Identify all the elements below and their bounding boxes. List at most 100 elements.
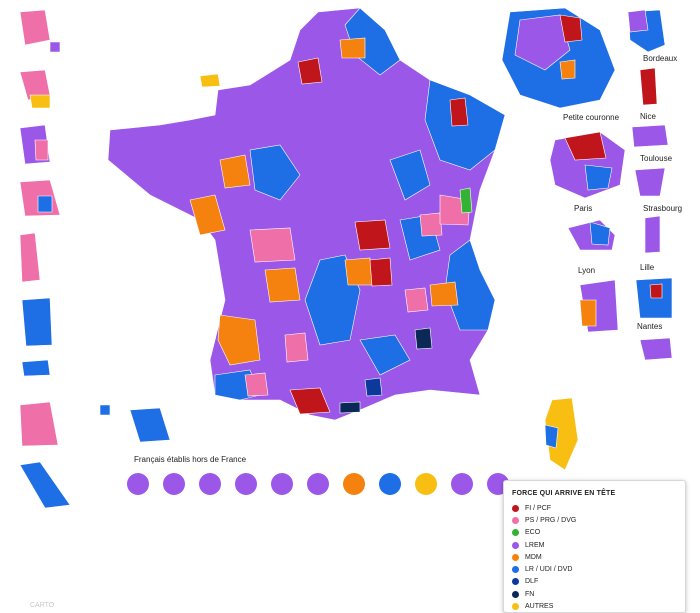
abroad-constituency-dot[interactable] [415, 473, 437, 495]
overseas-3b[interactable] [34, 139, 49, 161]
region-darkblue-2[interactable] [339, 401, 361, 414]
region-yellow-north[interactable] [199, 73, 221, 88]
region-red-center[interactable] [354, 219, 391, 251]
lower-right-shape[interactable] [639, 337, 673, 361]
region-darkblue-1[interactable] [364, 377, 383, 397]
region-green[interactable] [459, 187, 473, 214]
legend-swatch [512, 504, 519, 512]
legend-label: LR / UDI / DVD [525, 566, 573, 574]
region-north-blue[interactable] [344, 7, 401, 76]
abroad-constituency-dot[interactable] [235, 473, 257, 495]
legend-item: FI / PCF [512, 502, 677, 514]
region-east-blue[interactable] [444, 239, 496, 331]
legend-item: DLF [512, 576, 677, 588]
overseas-1[interactable] [19, 9, 51, 46]
overseas-2b[interactable] [29, 94, 51, 109]
abroad-title: Français établis hors de France [134, 455, 247, 464]
abroad-constituency-dot[interactable] [343, 473, 365, 495]
region-corsica-blue[interactable] [544, 424, 559, 449]
pc-purple[interactable] [514, 14, 571, 71]
legend-swatch [512, 603, 519, 611]
bordeaux-purple[interactable] [627, 9, 649, 33]
lyon-lower-orange[interactable] [579, 299, 597, 327]
inset-paris [549, 131, 626, 199]
region-darkblue-3[interactable] [414, 327, 433, 350]
pc-red[interactable] [559, 14, 583, 43]
label-toulouse: Toulouse [640, 154, 673, 163]
abroad-constituency-dot[interactable] [163, 473, 185, 495]
metropolitan-france [107, 7, 579, 471]
carto-credit: CARTO [30, 602, 55, 609]
label-nice: Nice [640, 112, 657, 121]
abroad-constituency-dot[interactable] [307, 473, 329, 495]
paris-red[interactable] [564, 131, 607, 161]
region-orange-6[interactable] [429, 281, 459, 307]
region-red-north[interactable] [297, 57, 323, 85]
pc-orange[interactable] [559, 59, 576, 80]
nice-shape[interactable] [639, 67, 658, 106]
label-petite-couronne: Petite couronne [563, 113, 620, 122]
legend-label: ECO [525, 529, 541, 537]
legend-swatch [512, 516, 519, 524]
lille-shape[interactable] [644, 215, 661, 254]
inset-petite-couronne [501, 7, 616, 109]
overseas-11[interactable] [99, 404, 111, 416]
region-pink-3[interactable] [419, 212, 443, 237]
legend-item: FN [512, 588, 677, 600]
label-paris: Paris [574, 204, 593, 213]
legend-items: FI / PCF PS / PRG / DVG ECO LREM MDM LR / UDI… [512, 502, 677, 613]
legend-swatch [512, 529, 519, 537]
abroad-constituency-dot[interactable] [127, 473, 149, 495]
region-orange-2[interactable] [189, 194, 226, 236]
legend-swatch [512, 590, 519, 598]
region-west-blue[interactable] [249, 144, 301, 201]
region-orange-7[interactable] [339, 37, 366, 59]
nantes-shape-b[interactable] [649, 283, 663, 299]
overseas-territories [19, 9, 171, 509]
insets-right [579, 9, 673, 361]
overseas-4b[interactable] [37, 195, 53, 213]
region-orange-5[interactable] [344, 257, 373, 286]
inset-lyon [567, 219, 616, 251]
overseas-9[interactable] [19, 461, 71, 509]
label-strasbourg: Strasbourg [643, 204, 683, 213]
region-orange-1[interactable] [217, 314, 261, 366]
abroad-constituency-dot[interactable] [199, 473, 221, 495]
legend-label: FN [525, 590, 535, 598]
region-pink-2[interactable] [284, 332, 309, 363]
abroad-constituency-dot[interactable] [451, 473, 473, 495]
legend-item: PS / PRG / DVG [512, 514, 677, 526]
region-red-northeast[interactable] [449, 97, 469, 127]
legend-item: AUTRES [512, 600, 677, 612]
paris-blue[interactable] [584, 164, 613, 191]
lyon-blue[interactable] [589, 221, 611, 246]
legend-item: MDM [512, 551, 677, 563]
region-corsica[interactable] [544, 397, 579, 471]
legend-swatch [512, 566, 519, 574]
overseas-8[interactable] [19, 401, 59, 447]
overseas-7[interactable] [21, 359, 51, 377]
region-pink-5[interactable] [244, 372, 269, 397]
region-pink-1[interactable] [249, 227, 296, 263]
toulouse-shape[interactable] [631, 124, 669, 148]
overseas-5[interactable] [19, 232, 41, 283]
label-lille: Lille [640, 263, 655, 272]
region-south-blue[interactable] [359, 334, 411, 376]
strasbourg-shape[interactable] [634, 167, 666, 197]
legend-item: LR / UDI / DVD [512, 563, 677, 575]
region-pink-4[interactable] [404, 287, 429, 313]
region-orange-4[interactable] [264, 267, 301, 303]
region-red-south[interactable] [289, 387, 331, 415]
region-orange-3[interactable] [219, 154, 251, 189]
region-center-blue[interactable] [304, 254, 361, 346]
abroad-constituency-dot[interactable] [379, 473, 401, 495]
legend-item: ECO [512, 527, 677, 539]
label-lyon: Lyon [578, 266, 596, 275]
overseas-10[interactable] [129, 407, 171, 443]
overseas-1b[interactable] [49, 41, 61, 53]
overseas-6[interactable] [21, 297, 53, 347]
abroad-constituency-dot[interactable] [271, 473, 293, 495]
region-middle-blue[interactable] [389, 149, 431, 201]
region-red-center-2[interactable] [369, 257, 393, 287]
